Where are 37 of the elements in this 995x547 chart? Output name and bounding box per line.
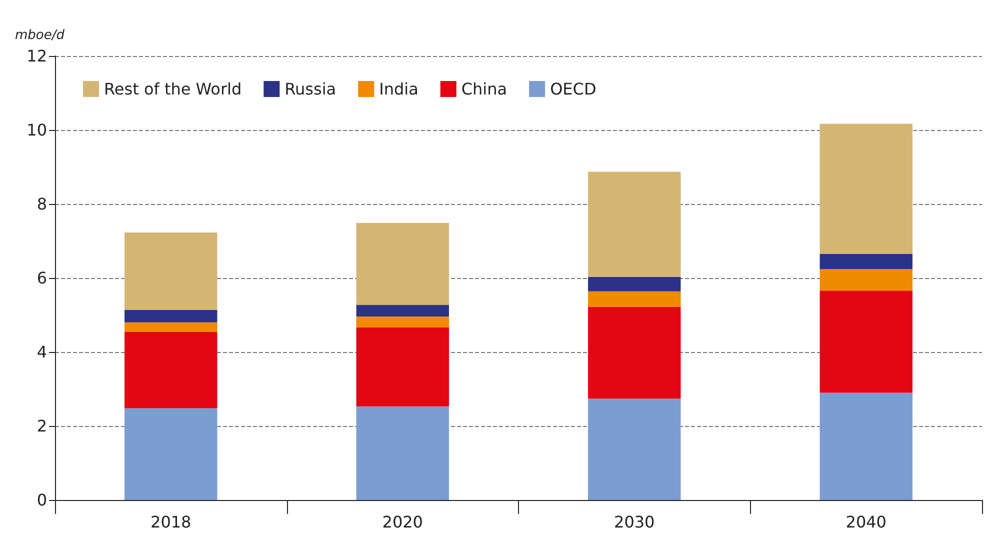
bar xyxy=(356,406,449,500)
y-tick-label: 8 xyxy=(36,194,47,214)
legend-label: China xyxy=(461,80,508,98)
bar xyxy=(356,316,449,328)
bar xyxy=(588,291,681,307)
bar xyxy=(588,398,681,500)
bar xyxy=(124,332,218,408)
bar xyxy=(588,306,681,399)
y-axis-title: mboe/d xyxy=(15,28,66,43)
bar xyxy=(124,232,218,310)
y-tick-label: 10 xyxy=(26,120,47,140)
legend-label: Russia xyxy=(284,80,336,98)
bar xyxy=(124,322,218,332)
y-tick-label: 4 xyxy=(36,342,47,362)
x-tick-label: 2040 xyxy=(846,512,886,532)
legend-label: Rest of the World xyxy=(104,80,242,98)
bar xyxy=(820,290,912,393)
bar xyxy=(820,254,912,270)
x-tick-label: 2030 xyxy=(614,512,655,532)
bar xyxy=(820,269,912,291)
bar xyxy=(356,305,449,316)
bar xyxy=(356,327,449,406)
y-tick-label: 2 xyxy=(36,416,47,436)
bar xyxy=(356,222,449,306)
bar xyxy=(588,172,681,277)
bar xyxy=(124,310,218,322)
bar xyxy=(820,124,912,254)
y-tick-label: 0 xyxy=(36,490,47,510)
legend-label: OECD xyxy=(550,80,596,98)
y-tick-label: 6 xyxy=(36,268,47,288)
y-tick-label: 12 xyxy=(26,46,47,66)
bar xyxy=(124,408,218,500)
legend-label: India xyxy=(379,80,418,98)
x-tick-label: 2018 xyxy=(150,512,192,532)
bar xyxy=(820,392,912,500)
bar xyxy=(588,276,681,292)
x-tick-label: 2020 xyxy=(382,512,423,532)
